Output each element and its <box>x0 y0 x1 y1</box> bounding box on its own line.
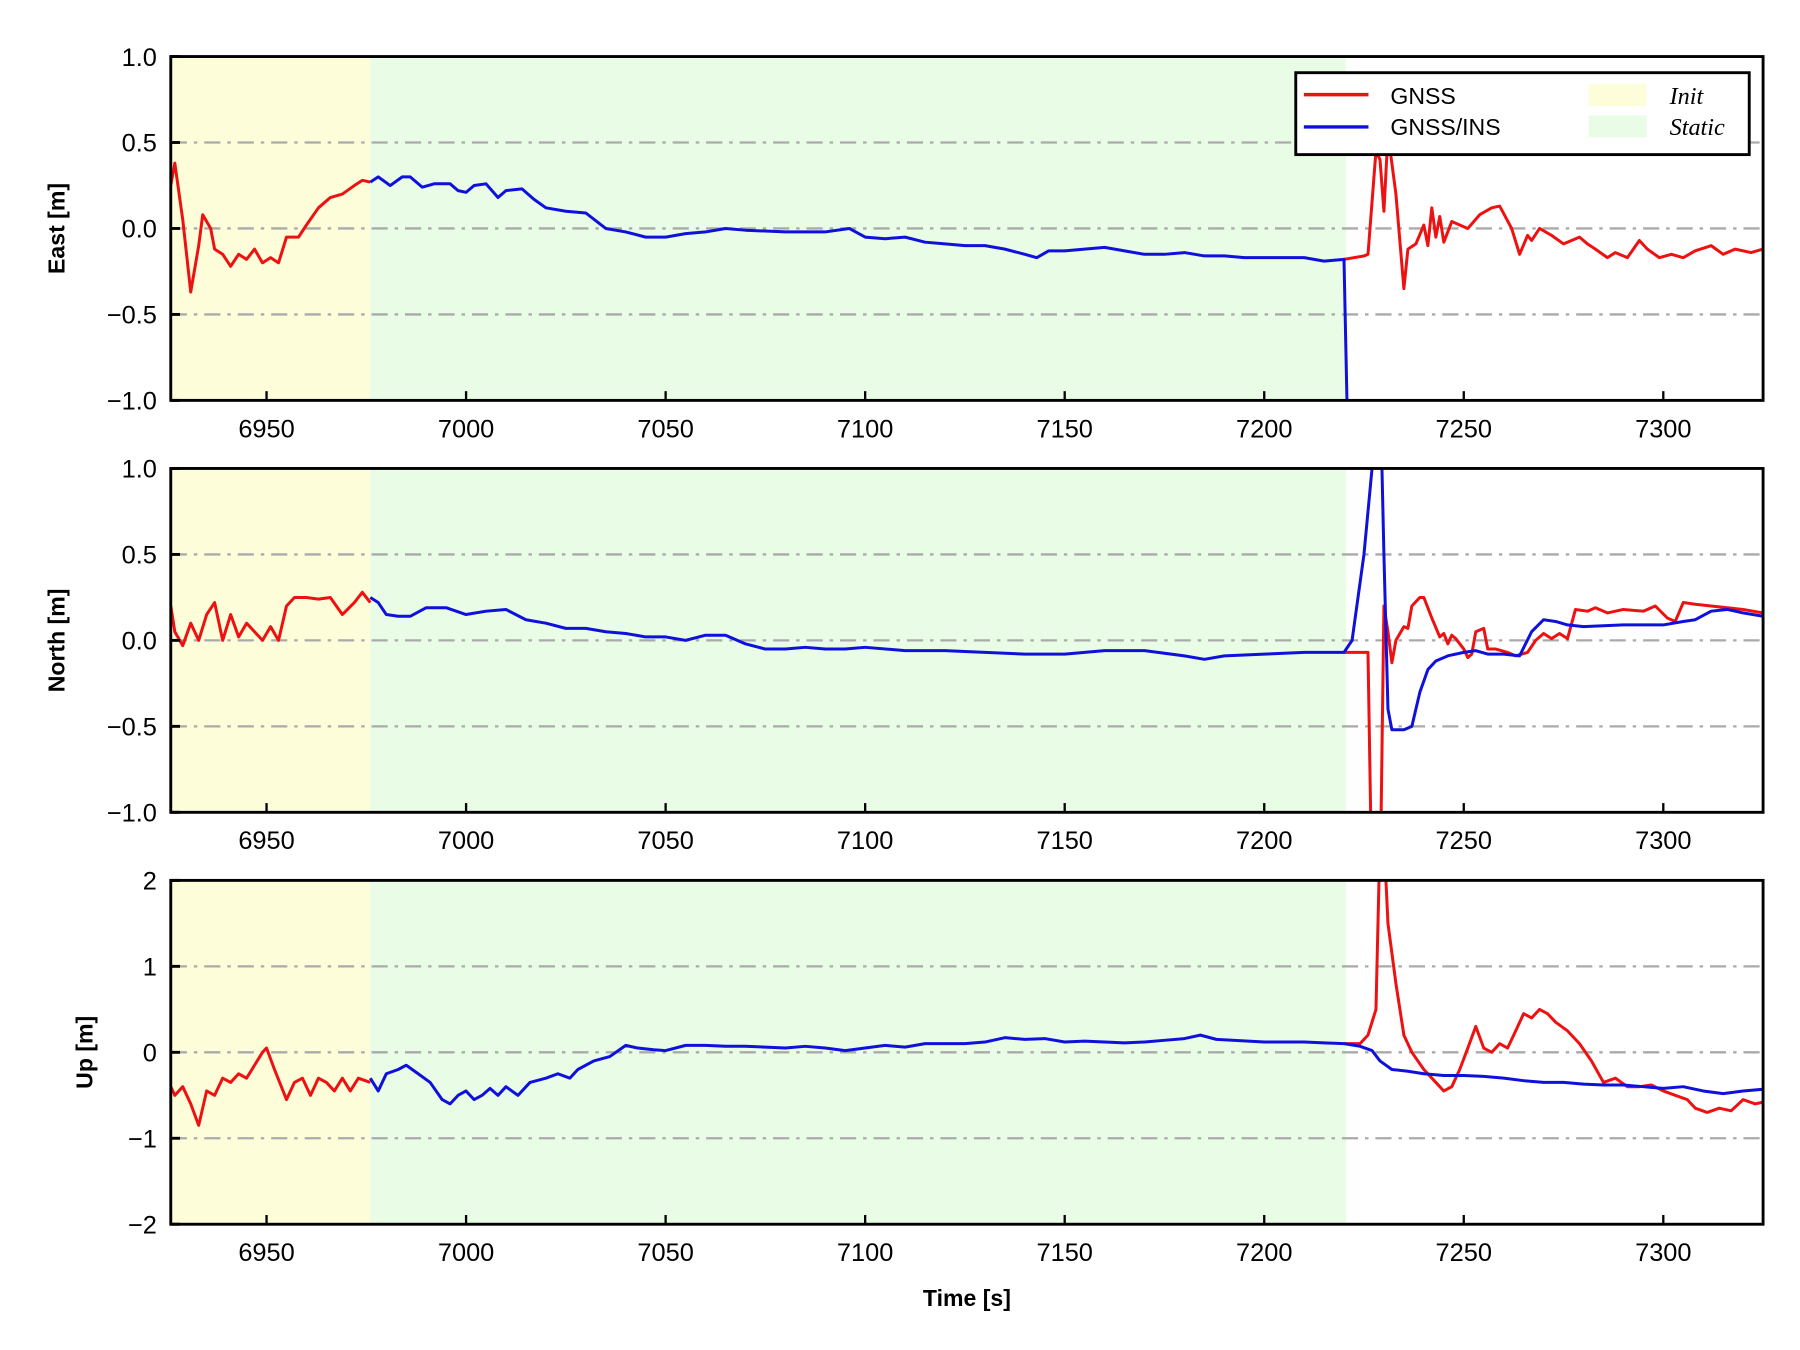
panel-east: −1.0 −0.5 0.0 0.5 1.0 6950 7000 7050 7100 7150 720… <box>44 44 1765 443</box>
panel-up: −2 −1 0 1 2 6950 7000 7050 7100 7150 7200 7250 7300 U… <box>71 868 1765 1267</box>
x-tick-label: 7000 <box>438 415 494 443</box>
y-axis-label: Up [m] <box>71 1016 97 1089</box>
legend-static-label: Static <box>1670 114 1725 141</box>
x-tick-label: 7100 <box>837 415 893 443</box>
x-tick-label: 7300 <box>1635 827 1691 855</box>
y-tick-label: 0.5 <box>122 542 157 570</box>
y-tick-label: −2 <box>128 1211 157 1239</box>
y-tick-label: 1 <box>143 954 157 982</box>
legend-gnss-ins-label: GNSS/INS <box>1390 114 1500 140</box>
legend-init-label: Init <box>1669 83 1705 110</box>
y-tick-label: 0.5 <box>122 130 157 158</box>
x-tick-label: 7150 <box>1036 1239 1092 1267</box>
gnss-ins-series-line <box>368 1033 1764 1106</box>
x-tick-label: 7100 <box>837 827 893 855</box>
x-tick-label: 7200 <box>1236 1239 1292 1267</box>
legend: GNSS GNSS/INS Init Static <box>1294 71 1751 157</box>
x-tick-label: 6950 <box>238 1239 294 1267</box>
panel-north: −1.0 −0.5 0.0 0.5 1.0 6950 7000 7050 7100 7150 720… <box>44 456 1765 855</box>
legend-gnss-label: GNSS <box>1390 83 1455 109</box>
x-tick-label: 7150 <box>1036 415 1092 443</box>
y-axis-label: North [m] <box>44 589 70 693</box>
x-tick-label: 7300 <box>1635 1239 1691 1267</box>
x-tick-label: 7000 <box>438 827 494 855</box>
y-tick-label: 1.0 <box>122 44 157 72</box>
x-tick-label: 7200 <box>1236 827 1292 855</box>
y-tick-label: 0 <box>143 1040 157 1068</box>
x-tick-label: 7250 <box>1436 1239 1492 1267</box>
y-tick-label: −1 <box>128 1126 157 1154</box>
x-tick-label: 7300 <box>1635 415 1691 443</box>
init-phase-region <box>170 56 371 401</box>
x-tick-label: 7100 <box>837 1239 893 1267</box>
x-tick-label: 7000 <box>438 1239 494 1267</box>
y-tick-label: 2 <box>143 868 157 896</box>
legend-init-patch <box>1588 84 1647 107</box>
x-tick-label: 6950 <box>238 827 294 855</box>
gnss-series-line <box>170 880 1764 1127</box>
y-tick-label: −1.0 <box>107 388 157 416</box>
x-tick-label: 7050 <box>637 827 693 855</box>
y-tick-label: −1.0 <box>107 800 157 828</box>
y-tick-label: 1.0 <box>122 456 157 484</box>
x-tick-label: 7250 <box>1436 827 1492 855</box>
panels: −1.0 −0.5 0.0 0.5 1.0 6950 7000 7050 7100 7150 720… <box>44 44 1765 1267</box>
y-tick-label: 0.0 <box>122 628 157 656</box>
x-tick-label: 7150 <box>1036 827 1092 855</box>
y-tick-label: −0.5 <box>107 302 157 330</box>
x-axis-label: Time [s] <box>923 1285 1011 1311</box>
y-tick-label: −0.5 <box>107 714 157 742</box>
gnss-ins-series-line <box>369 468 1764 732</box>
gnss-series-line <box>170 132 1764 294</box>
x-tick-label: 7050 <box>637 1239 693 1267</box>
legend-box <box>1294 71 1751 157</box>
gnss-ins-series-line <box>369 175 1349 401</box>
y-tick-label: 0.0 <box>122 216 157 244</box>
x-tick-label: 7200 <box>1236 415 1292 443</box>
gnss-series-line <box>170 590 1764 813</box>
x-tick-label: 6950 <box>238 415 294 443</box>
legend-static-patch <box>1588 115 1647 138</box>
x-tick-label: 7250 <box>1436 415 1492 443</box>
y-axis-label: East [m] <box>44 183 70 274</box>
init-phase-region <box>170 880 371 1225</box>
x-tick-label: 7050 <box>637 415 693 443</box>
init-phase-region <box>170 468 371 813</box>
